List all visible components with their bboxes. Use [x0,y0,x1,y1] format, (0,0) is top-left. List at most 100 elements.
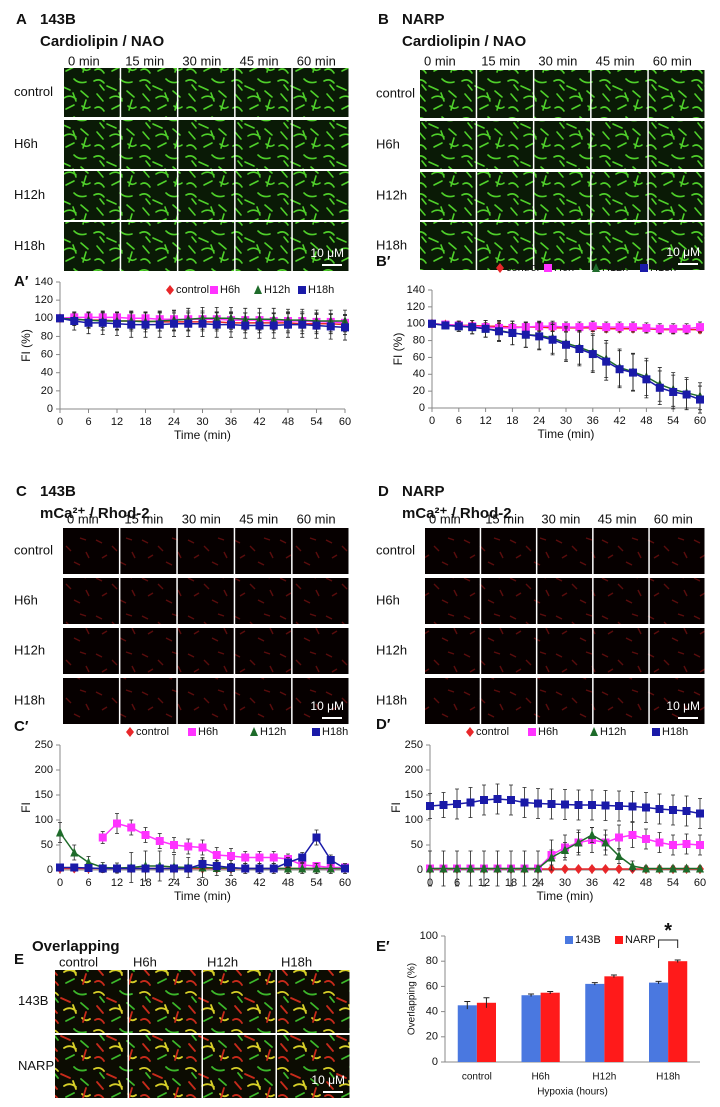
micrograph [420,172,476,220]
micrograph [203,1035,276,1098]
error-bar [483,997,490,1008]
marker [481,324,490,333]
marker [255,864,264,873]
bar [649,982,669,1062]
legend-swatch [615,936,623,944]
marker [113,864,121,873]
legend-marker [254,285,262,294]
marker [588,864,596,874]
micrograph [235,222,292,271]
x-axis-label: Time (min) [537,889,594,903]
time-label: 0 min [67,511,99,526]
micrograph [593,578,649,624]
legend-label: control [176,284,209,296]
marker [655,863,664,873]
panel-letter: E [14,951,24,968]
y-tick-label: 100 [35,814,53,826]
legend-label: control [136,726,169,738]
y-tick-label: 250 [35,739,53,751]
micrograph [537,528,593,574]
legend-label: H6h [198,726,218,738]
x-tick-label: 18 [139,877,151,889]
time-label: 60 min [297,53,336,68]
x-tick-label: 18 [139,416,151,428]
x-tick-label: 6 [456,415,462,427]
micrograph [235,68,292,117]
marker [520,798,529,807]
marker [298,853,307,862]
marker [669,841,677,849]
micrograph [120,528,177,574]
x-tick-label: H12h [592,1072,616,1083]
row-label: 143B [18,993,48,1008]
panel-letter: A′ [14,273,29,290]
y-tick-label: 120 [35,294,53,306]
micrograph [178,171,235,220]
panel-letter: B′ [376,253,391,270]
y-tick-label: 50 [41,839,53,851]
y-axis-label: FI (%) [391,333,405,366]
marker [574,801,583,809]
marker [453,800,461,808]
micrograph [235,528,292,574]
marker [298,863,307,873]
marker [326,863,335,873]
row-label: H12h [14,642,45,657]
marker [480,863,488,873]
marker [84,864,93,872]
row-label: H18h [14,692,45,707]
x-tick-label: 6 [85,416,91,428]
row-label: H12h [376,187,407,202]
marker [696,863,704,873]
y-tick-label: 0 [419,402,425,414]
marker [562,340,570,349]
micrograph [64,68,120,117]
micrograph [178,120,235,169]
marker [56,863,64,872]
legend-label: H12h [264,284,290,296]
marker [155,837,164,845]
marker [574,837,583,847]
y-tick-label: 0 [432,1056,438,1068]
micrograph [63,628,119,674]
legend-label: 143B [575,934,601,946]
marker [141,320,150,329]
row-label: control [14,84,53,99]
x-tick-label: 36 [225,877,237,889]
x-tick-label: 48 [640,877,652,889]
time-label: 15 min [481,53,520,68]
marker [642,375,651,384]
bar [521,995,541,1062]
row-label: control [376,85,415,100]
marker [341,323,349,332]
row-label: H6h [14,136,38,151]
y-tick-label: 200 [35,764,53,776]
marker [341,864,349,873]
legend-marker [640,264,648,272]
time-label: 30 min [182,511,221,526]
marker [507,863,515,873]
x-tick-label: 42 [613,877,625,889]
y-tick-label: 0 [47,403,53,415]
row-label: H6h [14,592,38,607]
micrograph [534,172,591,220]
micrograph [121,171,177,220]
legend-label: H18h [650,262,676,274]
micrograph [63,678,119,724]
panel-letter: B [378,11,389,28]
marker [534,863,542,873]
legend-marker [528,728,536,736]
x-tick-label: 0 [429,415,435,427]
legend-marker [312,728,320,736]
x-tick-label: 54 [310,877,322,889]
micrograph [425,528,480,574]
legend-marker [126,727,134,737]
y-tick-label: 100 [420,930,438,942]
marker [682,807,691,815]
micrograph [534,70,591,118]
micrograph [177,528,234,574]
marker [113,819,121,828]
micrograph [537,678,593,724]
marker [466,798,475,807]
marker [682,863,691,873]
